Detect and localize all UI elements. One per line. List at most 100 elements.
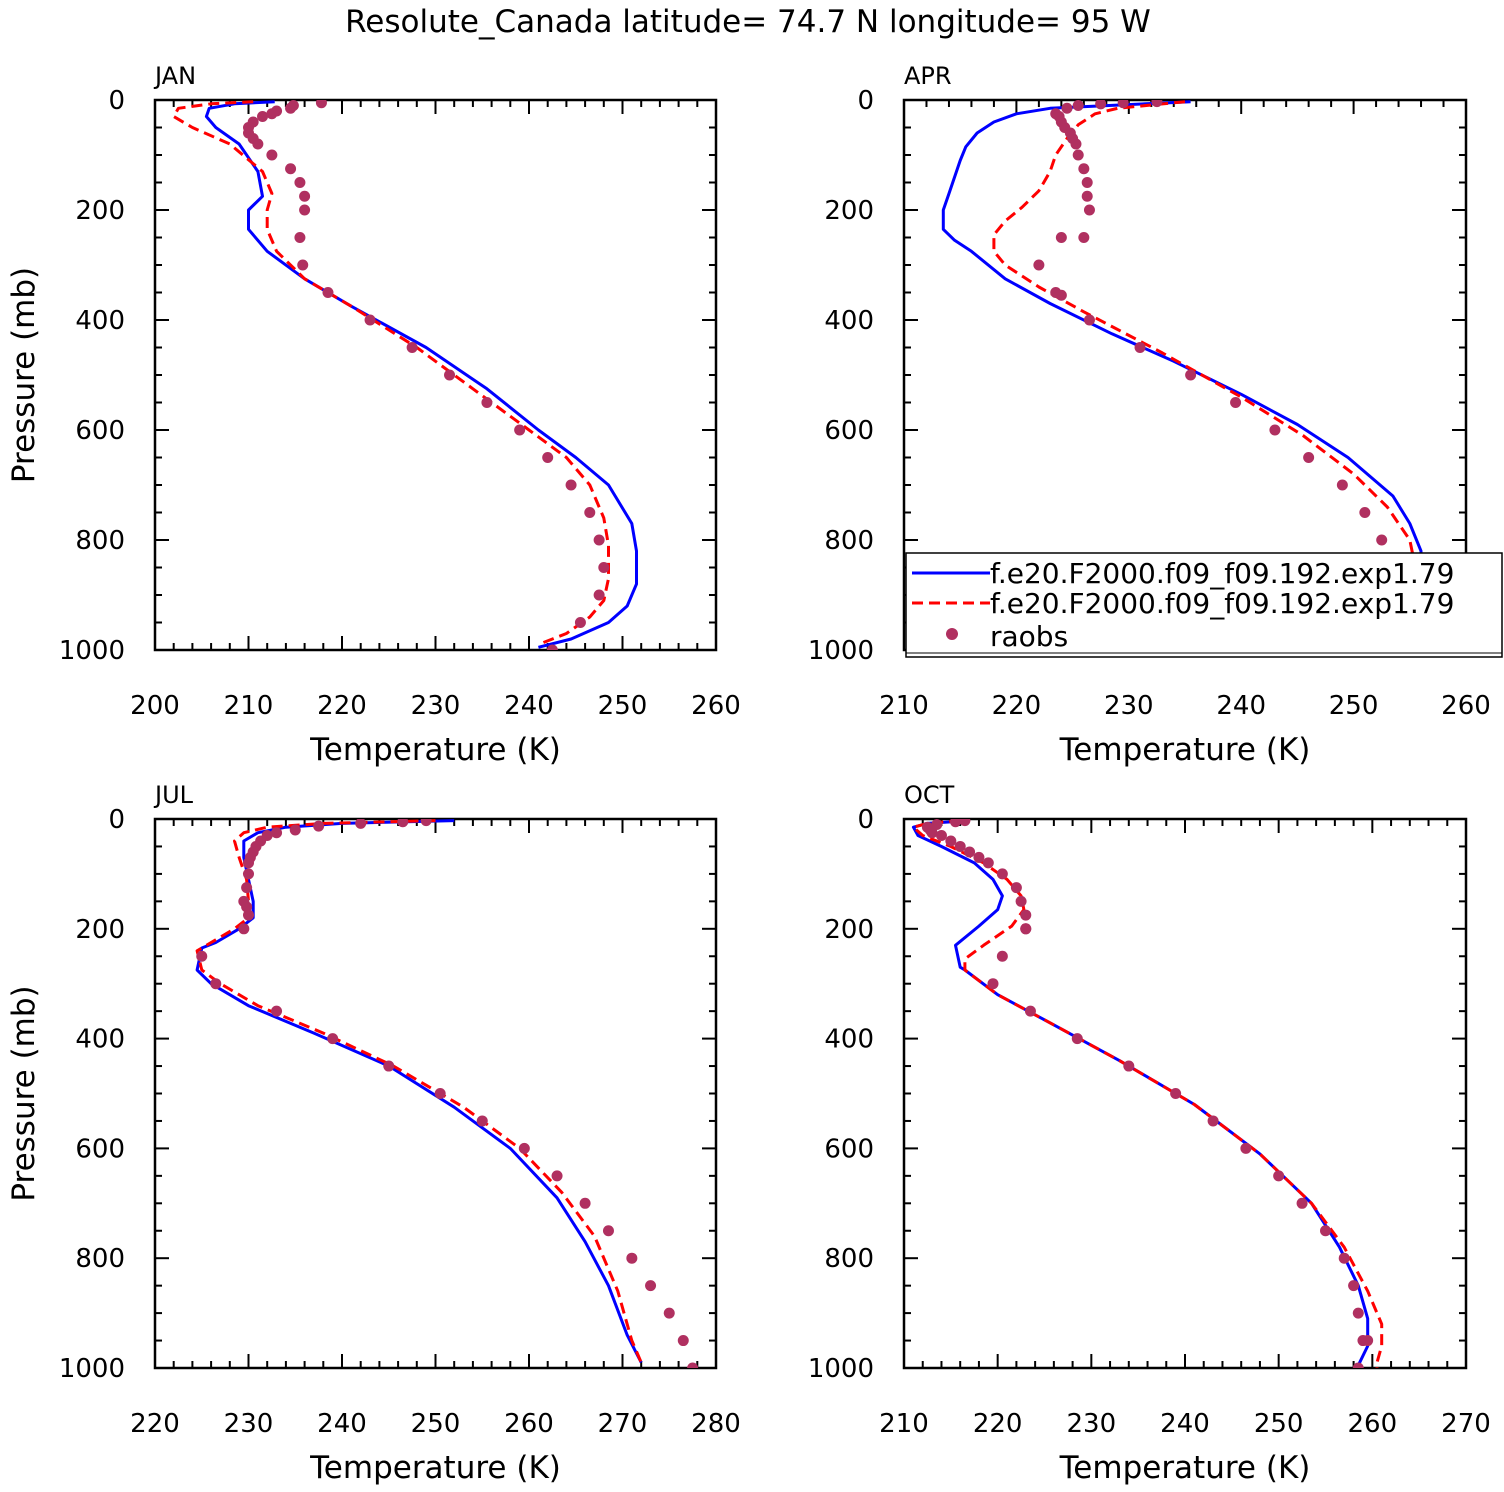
y-axis-title: Pressure (mb) (6, 267, 42, 483)
raobs-point (257, 111, 269, 122)
plot-frame (902, 817, 1468, 1370)
y-tick-label: 0 (108, 86, 125, 116)
raobs-point (322, 287, 334, 298)
panel-jul: JUL 220 230 240 250 260 270 280 0 200 400 600 800 100… (6, 781, 741, 1486)
raobs-point (593, 534, 605, 546)
x-tick-label: 280 (691, 1409, 741, 1439)
y-tick-label: 400 (75, 306, 125, 336)
x-tick-label: 240 (1160, 1409, 1210, 1439)
raobs-point (1303, 452, 1315, 463)
x-tick-label: 250 (1254, 1409, 1304, 1439)
raobs-point (1070, 138, 1082, 150)
x-tick-label: 240 (1216, 691, 1266, 721)
raobs-point (1269, 424, 1281, 436)
raobs-point (266, 108, 278, 120)
series-line-1 (195, 819, 643, 1364)
x-tick-label: 250 (1329, 691, 1379, 721)
x-tick-label: 250 (598, 691, 648, 721)
panel-oct: OCT 210 220 230 240 250 260 270 0 200 400 600 800 100… (808, 781, 1491, 1486)
raobs-point (1061, 102, 1073, 114)
y-tick-label: 1000 (59, 636, 125, 666)
raobs-point (1081, 177, 1093, 188)
legend-box (905, 552, 1503, 658)
raobs-point (964, 846, 976, 858)
raobs-point (1336, 479, 1348, 491)
y-tick-label: 0 (108, 805, 125, 835)
raobs-point (481, 397, 493, 408)
raobs-point (565, 479, 577, 491)
x-tick-label: 210 (224, 691, 274, 721)
raobs-point (950, 819, 962, 828)
raobs-point (1078, 232, 1090, 243)
x-axis-title: Temperature (K) (309, 732, 561, 768)
y-tick-label: 400 (824, 306, 874, 336)
raobs-point (518, 1142, 530, 1154)
y-tick-label: 400 (824, 1025, 874, 1055)
raobs-point (935, 829, 947, 841)
x-tick-label: 230 (1067, 1409, 1117, 1439)
raobs-point (1078, 163, 1090, 175)
series-line-1 (911, 819, 1370, 1366)
raobs-point (996, 868, 1008, 880)
x-tick-label: 230 (411, 691, 461, 721)
raobs-point (383, 1060, 395, 1072)
raobs-point (593, 589, 605, 601)
raobs-point (299, 204, 311, 216)
raobs-point (1081, 190, 1093, 202)
raobs-point (626, 1252, 638, 1264)
raobs-point (1359, 507, 1371, 518)
y-tick-label: 1000 (808, 636, 874, 666)
raobs-point (327, 1033, 339, 1045)
legend-label-2: f.e20.F2000.f09_f09.192.exp1.79 (990, 587, 1454, 620)
raobs-point (252, 138, 264, 150)
raobs-point (551, 1170, 563, 1182)
raobs-point (238, 923, 250, 935)
figure-title: Resolute_Canada latitude= 74.7 N longitu… (345, 4, 1151, 40)
panel-label: JUL (153, 781, 194, 809)
raobs-point (1348, 1280, 1360, 1292)
plot-area (195, 819, 699, 1368)
series-line-1 (204, 100, 638, 649)
x-tick-label: 260 (1348, 1409, 1398, 1439)
y-tick-label: 0 (857, 86, 874, 116)
raobs-point (1015, 895, 1027, 907)
raobs-point (1352, 1362, 1364, 1368)
panel-label: JAN (153, 62, 196, 90)
x-tick-label: 220 (973, 1409, 1023, 1439)
panels: JAN 200 210 220 230 240 250 260 0 200 400 600 800 100… (6, 62, 1503, 1486)
raobs-point (677, 1335, 689, 1347)
raobs-point (271, 1005, 283, 1017)
raobs-point (602, 1225, 614, 1237)
raobs-point (1134, 342, 1146, 353)
raobs-point (299, 190, 311, 202)
raobs-point (954, 840, 966, 852)
raobs-point (1055, 289, 1067, 301)
raobs-point (1376, 534, 1388, 546)
raobs-point (196, 950, 208, 962)
raobs-point (243, 868, 254, 880)
raobs-point (241, 882, 253, 894)
y-tick-label: 200 (75, 915, 125, 945)
raobs-point (313, 820, 325, 832)
raobs-point (294, 232, 306, 243)
panel-apr: APR 210 220 230 240 250 260 0 200 400 600 800 1000 Te… (808, 62, 1503, 768)
y-tick-label: 600 (75, 416, 125, 446)
series-line-2 (911, 819, 1384, 1368)
plot-frame (153, 98, 718, 652)
raobs-point (243, 857, 254, 869)
y-tick-label: 200 (824, 915, 874, 945)
y-tick-label: 1000 (808, 1354, 874, 1384)
y-tick-label: 800 (75, 526, 125, 556)
x-tick-label: 240 (317, 1409, 367, 1439)
y-tick-label: 400 (75, 1025, 125, 1055)
raobs-point (364, 314, 376, 326)
raobs-point (687, 1362, 699, 1368)
raobs-point (1230, 397, 1242, 408)
x-tick-label: 260 (504, 1409, 554, 1439)
legend-label-3: raobs (990, 620, 1068, 653)
x-tick-label: 230 (1104, 691, 1154, 721)
raobs-point (241, 901, 253, 913)
x-tick-label: 200 (130, 691, 180, 721)
raobs-point (1071, 1033, 1083, 1045)
